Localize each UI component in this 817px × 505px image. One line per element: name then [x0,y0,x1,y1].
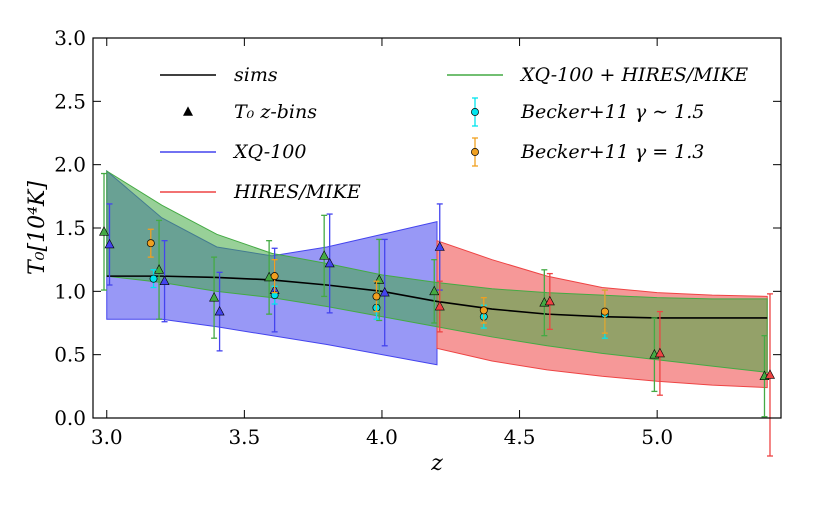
becker-point-becker-11-1-3 [372,292,381,301]
legend-label: Becker+11 γ ∼ 1.5 [520,101,704,123]
y-tick-label: 1.5 [54,216,86,240]
legend-item-xq-100-hires-mike: XQ-100 + HIRES/MIKE [447,64,748,86]
legend-label: HIRES/MIKE [233,181,361,203]
becker-point-becker-11-1-3 [479,306,488,315]
axis-ticks: 3.0 3.5 4.0 4.5 5.0 0.0 0.5 1.0 1.5 2.0 2.5 3.0 [54,26,781,449]
becker-point-becker-11-1-3 [270,272,279,281]
x-tick-label: 3.0 [91,425,123,449]
x-tick-label: 4.5 [504,425,536,449]
y-tick-label: 2.0 [54,153,86,177]
zbin-point-xq-100 [379,286,390,297]
becker-point-becker-11-1-3 [600,307,609,316]
zbin-point-xq-100-hires-mike [319,250,330,260]
x-axis-label: z [430,451,443,476]
legend: sims T₀ z-bins XQ-100 HIRES/MIKE XQ-100 + HI… [160,64,748,203]
y-tick-label: 1.0 [54,279,86,303]
legend-label: XQ-100 [232,141,306,163]
legend-item-hires-mike: HIRES/MIKE [160,181,361,203]
legend-item-t-z-bins: T₀ z-bins [183,101,317,123]
legend-swatch [183,106,193,116]
zbin-point-xq-100 [159,275,170,285]
zbin-point-xq-100-hires-mike [154,264,165,274]
legend-label: XQ-100 + HIRES/MIKE [519,64,748,86]
legend-swatch [471,108,479,116]
zbin-point-hires-mike [544,295,555,306]
error-bars [99,172,775,457]
band-xq-100-hires-mike [106,170,768,373]
legend-item-xq-100: XQ-100 [160,141,306,163]
legend-label: sims [234,64,278,86]
zbin-point-xq-100-hires-mike [209,292,220,302]
y-tick-label: 0.0 [54,406,86,430]
zbin-point-xq-100-hires-mike [99,226,110,236]
y-axis-label: T₀[10⁴K] [25,181,50,275]
zbin-point-xq-100 [104,238,115,249]
legend-label: Becker+11 γ = 1.3 [520,141,704,163]
zbin-point-hires-mike [434,300,445,311]
y-tick-label: 2.5 [54,89,86,113]
legend-item-sims: sims [160,64,278,86]
legend-item-becker-11-1-3: Becker+11 γ = 1.3 [471,137,704,167]
x-tick-label: 5.0 [641,425,673,449]
becker-point-becker-11-1-3 [146,239,155,248]
x-tick-label: 4.0 [366,425,398,449]
zbin-point-xq-100 [324,257,335,268]
legend-label: T₀ z-bins [234,101,317,123]
zbin-point-xq-100 [214,305,225,316]
x-tick-label: 3.5 [228,425,260,449]
zbin-point-hires-mike [654,347,665,358]
legend-item-becker-11-1-5: Becker+11 γ ∼ 1.5 [471,97,704,127]
zbin-point-xq-100 [434,241,445,251]
zbin-point-xq-100-hires-mike [429,285,440,296]
legend-swatch [471,148,479,156]
becker-point-becker-11-1-5 [149,274,158,283]
y-tick-label: 3.0 [54,26,86,50]
y-tick-label: 0.5 [54,343,86,367]
zbin-point-hires-mike [764,369,775,379]
